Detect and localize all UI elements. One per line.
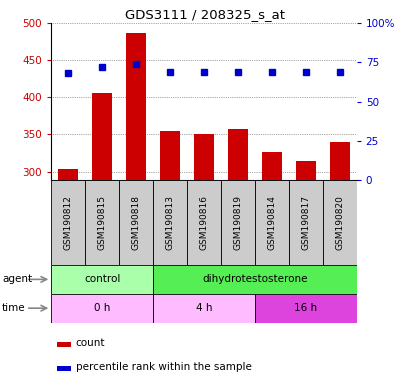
Bar bbox=[58, 169, 78, 180]
FancyBboxPatch shape bbox=[51, 294, 153, 323]
Bar bbox=[126, 33, 146, 180]
Text: dihydrotestosterone: dihydrotestosterone bbox=[202, 274, 307, 285]
Bar bbox=[57, 366, 71, 371]
Text: GSM190814: GSM190814 bbox=[267, 195, 276, 250]
FancyBboxPatch shape bbox=[254, 294, 356, 323]
Text: GDS3111 / 208325_s_at: GDS3111 / 208325_s_at bbox=[125, 8, 284, 21]
Text: GSM190820: GSM190820 bbox=[335, 195, 344, 250]
Text: percentile rank within the sample: percentile rank within the sample bbox=[76, 362, 251, 372]
FancyBboxPatch shape bbox=[322, 180, 356, 265]
FancyBboxPatch shape bbox=[119, 180, 153, 265]
Bar bbox=[193, 134, 213, 180]
Text: time: time bbox=[2, 303, 26, 313]
FancyBboxPatch shape bbox=[288, 180, 322, 265]
FancyBboxPatch shape bbox=[153, 180, 187, 265]
Text: GSM190818: GSM190818 bbox=[131, 195, 140, 250]
FancyBboxPatch shape bbox=[51, 180, 85, 265]
Text: 4 h: 4 h bbox=[195, 303, 212, 313]
FancyBboxPatch shape bbox=[187, 180, 220, 265]
Text: control: control bbox=[84, 274, 120, 285]
FancyBboxPatch shape bbox=[51, 265, 153, 294]
Text: 0 h: 0 h bbox=[94, 303, 110, 313]
Bar bbox=[261, 152, 281, 180]
Text: GSM190817: GSM190817 bbox=[301, 195, 310, 250]
FancyBboxPatch shape bbox=[153, 265, 356, 294]
Text: agent: agent bbox=[2, 274, 32, 285]
Bar bbox=[329, 142, 349, 180]
FancyBboxPatch shape bbox=[153, 294, 254, 323]
FancyBboxPatch shape bbox=[220, 180, 254, 265]
Bar bbox=[160, 131, 180, 180]
Bar bbox=[227, 129, 247, 180]
Text: GSM190819: GSM190819 bbox=[233, 195, 242, 250]
Bar bbox=[57, 342, 71, 347]
Bar bbox=[92, 93, 112, 180]
Text: count: count bbox=[76, 338, 105, 348]
Text: GSM190816: GSM190816 bbox=[199, 195, 208, 250]
Text: GSM190815: GSM190815 bbox=[97, 195, 106, 250]
Bar bbox=[295, 161, 315, 180]
FancyBboxPatch shape bbox=[254, 180, 288, 265]
Text: 16 h: 16 h bbox=[294, 303, 317, 313]
Text: GSM190812: GSM190812 bbox=[63, 195, 72, 250]
Text: GSM190813: GSM190813 bbox=[165, 195, 174, 250]
FancyBboxPatch shape bbox=[85, 180, 119, 265]
